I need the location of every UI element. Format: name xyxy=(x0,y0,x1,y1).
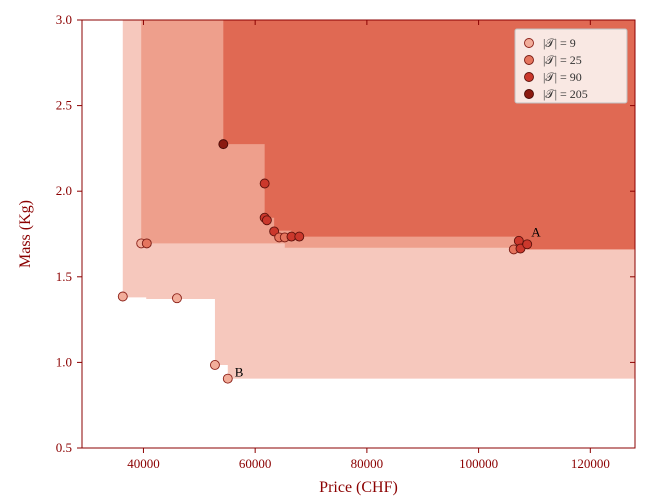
legend-marker-2 xyxy=(525,73,534,82)
ytick-label: 2.5 xyxy=(56,98,72,113)
point-3 xyxy=(172,294,181,303)
ytick-label: 0.5 xyxy=(56,440,72,455)
legend-label-0: |𝒯| = 9 xyxy=(543,36,576,50)
legend-label-3: |𝒯| = 205 xyxy=(543,87,588,101)
ytick-label: 2.0 xyxy=(56,183,72,198)
x-axis-label: Price (CHF) xyxy=(319,479,398,496)
legend-label-2: |𝒯| = 90 xyxy=(543,70,582,84)
xtick-label: 80000 xyxy=(351,456,384,471)
legend: |𝒯| = 9 |𝒯| = 25 |𝒯| = 90 |𝒯| = 205 xyxy=(515,29,627,103)
point-0 xyxy=(118,292,127,301)
point-5 xyxy=(223,374,232,383)
legend-marker-1 xyxy=(525,56,534,65)
scatter-chart: 40000 60000 80000 100000 120000 0.5 1.0 1.5 2.0 2… xyxy=(0,0,649,503)
point-18 xyxy=(523,240,532,249)
point-9 xyxy=(262,216,271,225)
y-axis-label: Mass (Kg) xyxy=(17,200,34,268)
point-7 xyxy=(260,179,269,188)
point-4 xyxy=(210,360,219,369)
point-6 xyxy=(219,140,228,149)
xtick-label: 100000 xyxy=(459,456,498,471)
xtick-label: 60000 xyxy=(239,456,272,471)
point-14 xyxy=(295,232,304,241)
legend-marker-3 xyxy=(525,90,534,99)
xtick-label: 120000 xyxy=(571,456,610,471)
ytick-label: 1.0 xyxy=(56,354,72,369)
xtick-label: 40000 xyxy=(127,456,160,471)
point-label-B: B xyxy=(235,365,244,380)
legend-marker-0 xyxy=(525,39,534,48)
chart-container: 40000 60000 80000 100000 120000 0.5 1.0 1.5 2.0 2… xyxy=(0,0,649,503)
legend-label-1: |𝒯| = 25 xyxy=(543,53,582,67)
point-2 xyxy=(142,239,151,248)
ytick-label: 3.0 xyxy=(56,12,72,27)
ytick-label: 1.5 xyxy=(56,269,72,284)
point-label-A: A xyxy=(531,224,541,239)
